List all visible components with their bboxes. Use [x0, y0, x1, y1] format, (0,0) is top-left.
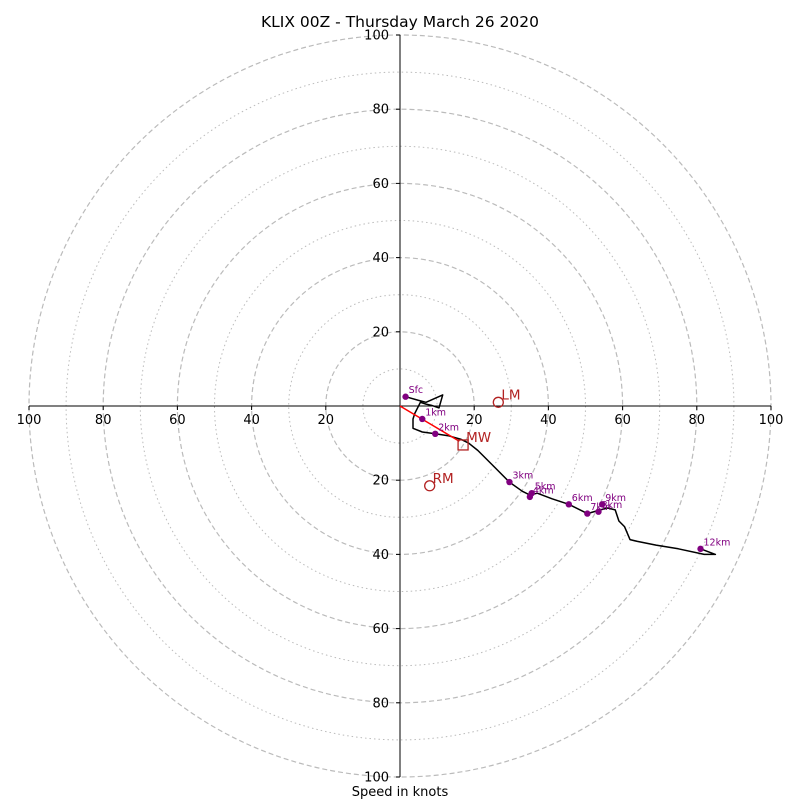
x-tick-label: 100 [759, 413, 784, 428]
y-tick-label: 80 [372, 696, 389, 711]
x-tick-label: 100 [17, 413, 42, 428]
x-tick-label: 60 [614, 413, 631, 428]
storm-motion-label: MW [466, 430, 491, 446]
x-tick-label: 40 [540, 413, 557, 428]
tick-labels: 100 80 60 40 20 20 40 60 80 100 100 80 60 40 20 20 40 60 8… [17, 29, 784, 786]
height-marker-label: 12km [704, 537, 731, 548]
height-marker-label: 6km [572, 493, 593, 504]
height-marker-label: 8km [601, 500, 622, 511]
y-tick-label: 40 [372, 251, 389, 266]
storm-motion-marker [492, 396, 504, 408]
height-marker-point [598, 501, 606, 508]
height-marker-label: 1km [425, 407, 446, 418]
x-tick-label: 20 [466, 413, 483, 428]
y-tick-label: 20 [372, 325, 389, 340]
height-marker-point [595, 508, 602, 515]
x-tick-label: 40 [243, 413, 260, 428]
height-marker-label: 7km [590, 502, 611, 513]
storm-motion-marker [457, 439, 469, 451]
height-marker-label: 5km [535, 482, 556, 493]
y-tick-label: 100 [364, 29, 389, 44]
storm-motion-markers: LM MW RM [424, 387, 520, 492]
storm-motion-label: LM [501, 387, 520, 403]
shear-vector [399, 405, 460, 442]
y-tick-label: 20 [372, 474, 389, 489]
height-marker-point [402, 393, 409, 400]
y-tick-label: 40 [372, 548, 389, 563]
height-marker-point [419, 415, 426, 423]
chart-title: KLIX 00Z - Thursday March 26 2020 [261, 13, 539, 31]
height-marker-point [565, 501, 573, 508]
y-tick-label: 60 [372, 177, 389, 192]
x-tick-label: 20 [318, 413, 335, 428]
x-tick-label: 60 [169, 413, 186, 428]
x-tick-label: 80 [95, 413, 112, 428]
x-axis-label: Speed in knots [352, 785, 449, 800]
x-tick-label: 80 [689, 413, 706, 428]
y-tick-label: 60 [372, 622, 389, 637]
height-marker-point [506, 478, 513, 486]
height-marker-point [432, 430, 439, 438]
height-marker-label: 2km [438, 422, 459, 433]
y-tick-label: 100 [364, 771, 389, 786]
height-marker-label: 4km [533, 485, 554, 496]
height-marker-point [528, 489, 535, 497]
storm-motion-label: RM [433, 471, 454, 487]
height-marker-label: 9km [605, 493, 626, 504]
height-marker-point [697, 545, 704, 553]
height-marker-label: 3km [512, 471, 533, 482]
height-marker-point [584, 510, 591, 517]
y-tick-label: 80 [372, 103, 389, 118]
height-marker-label: Sfc [409, 385, 424, 396]
storm-motion-marker [424, 480, 436, 492]
